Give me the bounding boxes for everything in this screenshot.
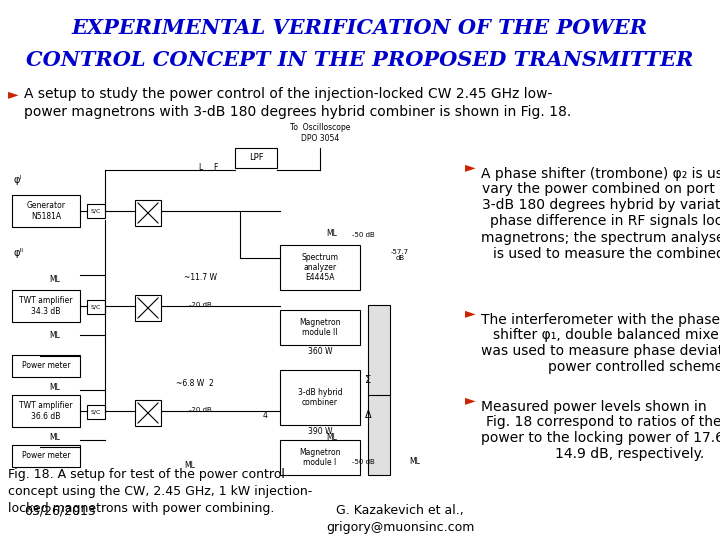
Text: Power meter: Power meter — [22, 451, 71, 461]
Text: L: L — [198, 164, 202, 172]
Text: -20 dB: -20 dB — [189, 302, 212, 308]
Text: vary the power combined on port "Σ" of the
3-dB 180 degrees hybrid by variation : vary the power combined on port "Σ" of t… — [481, 182, 720, 261]
Text: -50 dB: -50 dB — [351, 459, 374, 465]
Text: Fig. 18 correspond to ratios of the output
power to the locking power of 17.6 dB: Fig. 18 correspond to ratios of the outp… — [481, 415, 720, 461]
Text: A setup to study the power control of the injection-locked CW 2.45 GHz low-
powe: A setup to study the power control of th… — [24, 87, 571, 119]
Text: ►: ► — [465, 393, 476, 407]
Bar — [135, 400, 161, 426]
Text: The interferometer with the phase: The interferometer with the phase — [481, 313, 720, 327]
Text: -20 dB: -20 dB — [189, 407, 212, 413]
Text: Measured power levels shown in: Measured power levels shown in — [481, 400, 706, 414]
Text: S/C: S/C — [91, 208, 102, 213]
Bar — [135, 200, 161, 226]
Text: EXPERIMENTAL VERIFICATION OF THE POWER: EXPERIMENTAL VERIFICATION OF THE POWER — [72, 18, 648, 38]
Bar — [280, 245, 360, 290]
Text: ~6.8 W  2: ~6.8 W 2 — [176, 379, 214, 388]
Bar — [280, 440, 360, 475]
Bar — [235, 148, 277, 168]
Bar — [368, 305, 390, 475]
Text: ML: ML — [327, 228, 338, 238]
Text: Magnetron
module I: Magnetron module I — [300, 448, 341, 467]
Text: Δ: Δ — [365, 410, 372, 420]
Text: 3-dB hybrid
combiner: 3-dB hybrid combiner — [297, 388, 342, 407]
Bar — [280, 370, 360, 425]
Text: ML: ML — [50, 433, 60, 442]
Text: Magnetron
module II: Magnetron module II — [300, 318, 341, 337]
Text: -57.7
dB: -57.7 dB — [391, 248, 409, 261]
Text: TWT amplifier
36.6 dB: TWT amplifier 36.6 dB — [19, 401, 73, 421]
Text: ML: ML — [327, 433, 338, 442]
Text: G. Kazakevich et al.,
grigory@muonsinc.com: G. Kazakevich et al., grigory@muonsinc.c… — [326, 504, 474, 534]
Text: ►: ► — [465, 160, 476, 174]
Text: Spectrum
analyzer
E4445A: Spectrum analyzer E4445A — [302, 253, 338, 282]
Text: Fig. 18. A setup for test of the power control
concept using the CW, 2.45 GHz, 1: Fig. 18. A setup for test of the power c… — [8, 468, 312, 515]
Text: TWT amplifier
34.3 dB: TWT amplifier 34.3 dB — [19, 296, 73, 316]
Bar — [12, 395, 80, 427]
Text: Power meter: Power meter — [22, 361, 71, 370]
Text: S/C: S/C — [91, 409, 102, 415]
Text: φᴵ: φᴵ — [14, 175, 22, 185]
Text: Generator
N5181A: Generator N5181A — [27, 201, 66, 221]
Text: 4: 4 — [263, 410, 267, 420]
Bar — [280, 310, 360, 345]
Text: φᴵᴵ: φᴵᴵ — [13, 248, 23, 258]
Text: ML: ML — [184, 461, 195, 469]
Text: To  Oscilloscope
DPO 3054: To Oscilloscope DPO 3054 — [290, 123, 350, 143]
Text: ML: ML — [410, 457, 420, 467]
Bar — [87, 405, 105, 419]
Text: LPF: LPF — [248, 153, 264, 163]
Text: ML: ML — [50, 275, 60, 285]
Bar — [135, 295, 161, 321]
Text: Σ: Σ — [365, 375, 371, 385]
Bar — [12, 195, 80, 227]
Bar — [12, 355, 80, 377]
Text: ML: ML — [50, 383, 60, 393]
Text: 03/26/2013: 03/26/2013 — [24, 504, 96, 517]
Text: CONTROL CONCEPT IN THE PROPOSED TRANSMITTER: CONTROL CONCEPT IN THE PROPOSED TRANSMIT… — [27, 50, 693, 70]
Text: ~11.7 W: ~11.7 W — [184, 273, 217, 282]
Bar — [12, 290, 80, 322]
Text: S/C: S/C — [91, 305, 102, 309]
Text: ►: ► — [465, 306, 476, 320]
Text: ►: ► — [8, 87, 19, 101]
Bar — [87, 300, 105, 314]
Bar — [87, 204, 105, 218]
Text: 360 W: 360 W — [307, 348, 332, 356]
Text: A phase shifter (trombone) φ₂ is used to: A phase shifter (trombone) φ₂ is used to — [481, 167, 720, 181]
Bar — [12, 445, 80, 467]
Text: F: F — [213, 164, 217, 172]
Text: shifter φ₁, double balanced mixer and LPF
was used to measure phase deviations i: shifter φ₁, double balanced mixer and LP… — [481, 328, 720, 374]
Text: -50 dB: -50 dB — [351, 232, 374, 238]
Text: ML: ML — [50, 330, 60, 340]
Text: 390 W: 390 W — [307, 428, 332, 436]
